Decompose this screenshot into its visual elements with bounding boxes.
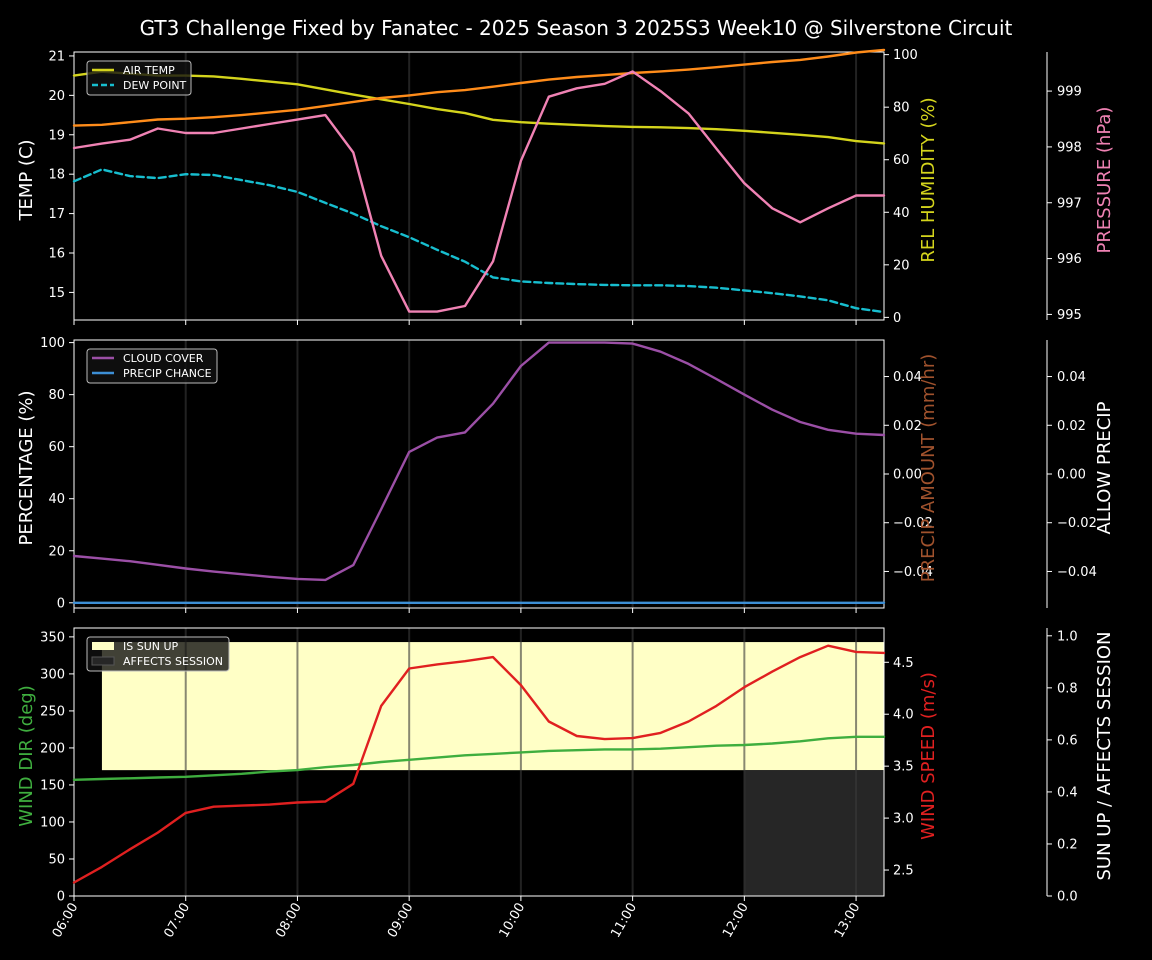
secondary-tick-label: 0.0 xyxy=(1057,890,1078,905)
legend-label: AFFECTS SESSION xyxy=(123,655,223,668)
secondary-tick-label: 997 xyxy=(1057,196,1082,211)
legend: AIR TEMP DEW POINT xyxy=(86,60,192,96)
right-axis-label: WIND SPEED (m/s) xyxy=(918,672,939,840)
secondary-axis-label: ALLOW PRECIP xyxy=(1094,401,1115,534)
left-tick-label: 80 xyxy=(48,388,65,403)
right-tick-label: 0.02 xyxy=(893,419,922,434)
legend-label: AIR TEMP xyxy=(123,64,175,77)
legend-label: IS SUN UP xyxy=(123,640,179,653)
left-tick-label: 17 xyxy=(48,207,65,222)
left-tick-label: 40 xyxy=(48,492,65,507)
secondary-tick-label: 0.04 xyxy=(1057,370,1086,385)
right-tick-label: 0.04 xyxy=(893,370,922,385)
right-tick-label: 4.0 xyxy=(893,708,914,723)
secondary-axis-label: PRESSURE (hPa) xyxy=(1094,107,1115,254)
panel-wind-sun: 0 50 100 150 200 250 300 350 WIND DIR (deg) 2.5 3.… xyxy=(16,627,1115,905)
legend: IS SUN UP AFFECTS SESSION xyxy=(86,636,230,672)
left-tick-label: 20 xyxy=(48,544,65,559)
secondary-tick-label: 1.0 xyxy=(1057,629,1078,644)
secondary-tick-label: 999 xyxy=(1057,85,1082,100)
series-line-humidity xyxy=(72,48,886,127)
figure-title: GT3 Challenge Fixed by Fanatec - 2025 Se… xyxy=(140,16,1013,40)
right-tick-label: 80 xyxy=(893,101,910,116)
right-tick-label: −0.04 xyxy=(893,565,933,580)
right-tick-label: 0 xyxy=(893,311,901,326)
left-tick-label: 18 xyxy=(48,168,65,183)
band-affects-session xyxy=(744,770,884,896)
left-tick-label: 300 xyxy=(40,667,65,682)
legend-frame xyxy=(86,348,218,384)
legend-label: DEW POINT xyxy=(123,79,187,92)
legend-swatch xyxy=(91,656,115,666)
left-tick-label: 100 xyxy=(40,336,65,351)
left-tick-label: 0 xyxy=(57,596,65,611)
series-line-dew-point xyxy=(72,168,886,314)
legend-label: PRECIP CHANCE xyxy=(123,367,212,380)
right-tick-label: 0.00 xyxy=(893,468,922,483)
right-tick-label: 20 xyxy=(893,258,910,273)
series-line-air-temp xyxy=(72,70,886,145)
right-tick-label: 60 xyxy=(893,153,910,168)
series-line-cloud xyxy=(72,341,886,582)
left-axis-label: WIND DIR (deg) xyxy=(16,685,37,827)
secondary-tick-label: 0.6 xyxy=(1057,733,1078,748)
left-axis-label: TEMP (C) xyxy=(16,139,37,221)
left-tick-label: 200 xyxy=(40,741,65,756)
legend-label: CLOUD COVER xyxy=(123,352,204,365)
secondary-tick-label: 0.4 xyxy=(1057,785,1078,800)
left-axis-label: PERCENTAGE (%) xyxy=(16,390,37,545)
panel-clouds-precip: 0 20 40 60 80 100 PERCENTAGE (%) −0.04 −0.02 0.00… xyxy=(16,336,1115,613)
right-tick-label: 3.0 xyxy=(893,812,914,827)
series-line-pressure xyxy=(72,70,886,313)
secondary-tick-label: 998 xyxy=(1057,140,1082,155)
secondary-tick-label: 996 xyxy=(1057,252,1082,267)
legend: CLOUD COVER PRECIP CHANCE xyxy=(86,348,218,384)
secondary-tick-label: 0.00 xyxy=(1057,468,1086,483)
left-tick-label: 0 xyxy=(57,890,65,905)
right-axis-label: PRECIP AMOUNT (mm/hr) xyxy=(918,354,939,583)
secondary-tick-label: 0.02 xyxy=(1057,419,1086,434)
right-tick-label: 2.5 xyxy=(893,864,914,879)
plot-frame xyxy=(73,51,885,321)
right-tick-label: 4.5 xyxy=(893,656,914,671)
right-axis-label: REL HUMIDITY (%) xyxy=(918,97,939,262)
left-tick-label: 20 xyxy=(48,89,65,104)
left-tick-label: 150 xyxy=(40,778,65,793)
right-tick-label: 3.5 xyxy=(893,760,914,775)
secondary-tick-label: −0.02 xyxy=(1057,516,1097,531)
left-tick-label: 21 xyxy=(48,49,65,64)
left-tick-label: 250 xyxy=(40,704,65,719)
right-tick-label: −0.02 xyxy=(893,516,933,531)
right-tick-label: 40 xyxy=(893,206,910,221)
left-tick-label: 60 xyxy=(48,440,65,455)
legend-swatch xyxy=(92,642,114,650)
left-tick-label: 15 xyxy=(48,286,65,301)
secondary-tick-label: −0.04 xyxy=(1057,565,1097,580)
secondary-tick-label: 0.8 xyxy=(1057,681,1078,696)
panel-weather-temperature: 15 16 17 18 19 20 21 TEMP (C) 0 20 40 60 80 100 REL HU… xyxy=(16,48,1115,326)
left-tick-label: 50 xyxy=(48,852,65,867)
left-tick-label: 100 xyxy=(40,815,65,830)
secondary-axis-label: SUN UP / AFFECTS SESSION xyxy=(1094,631,1115,880)
left-tick-label: 19 xyxy=(48,128,65,143)
series-line-wind-speed xyxy=(72,644,886,884)
secondary-tick-label: 995 xyxy=(1057,308,1082,323)
right-tick-label: 100 xyxy=(893,48,918,63)
left-tick-label: 16 xyxy=(48,247,65,262)
plot-frame xyxy=(73,627,885,897)
band-is-sun-up xyxy=(101,642,885,771)
left-tick-label: 350 xyxy=(40,630,65,645)
legend-frame xyxy=(86,636,230,672)
secondary-tick-label: 0.2 xyxy=(1057,837,1078,852)
series-line-wind-dir xyxy=(72,735,886,781)
